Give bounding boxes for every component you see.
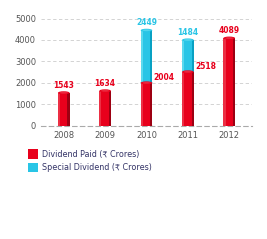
Bar <box>192 40 194 72</box>
Ellipse shape <box>58 125 69 127</box>
Ellipse shape <box>184 39 192 41</box>
Bar <box>223 38 235 126</box>
Ellipse shape <box>223 125 235 127</box>
Text: 1484: 1484 <box>177 28 198 37</box>
Bar <box>109 91 111 126</box>
Bar <box>233 38 235 126</box>
Text: 2004: 2004 <box>154 73 175 82</box>
Ellipse shape <box>182 125 194 127</box>
Ellipse shape <box>182 70 194 73</box>
Legend: Dividend Paid (₹ Crores), Special Dividend (₹ Crores): Dividend Paid (₹ Crores), Special Divide… <box>28 149 152 172</box>
Text: 4089: 4089 <box>219 26 240 35</box>
Bar <box>99 91 101 126</box>
Bar <box>150 30 152 83</box>
Bar <box>192 72 194 126</box>
Bar <box>182 40 184 72</box>
Bar <box>99 91 111 126</box>
Ellipse shape <box>99 89 111 92</box>
Ellipse shape <box>99 125 111 127</box>
Text: 2518: 2518 <box>195 62 216 71</box>
Ellipse shape <box>60 92 68 94</box>
Bar <box>141 30 152 83</box>
Bar <box>182 40 194 72</box>
Ellipse shape <box>142 82 151 84</box>
Ellipse shape <box>58 91 69 94</box>
Ellipse shape <box>223 37 235 40</box>
Ellipse shape <box>141 81 152 84</box>
Ellipse shape <box>142 29 151 31</box>
Text: 1543: 1543 <box>53 81 74 90</box>
Ellipse shape <box>225 37 233 39</box>
Ellipse shape <box>141 29 152 32</box>
Bar <box>141 30 143 83</box>
Ellipse shape <box>182 38 194 41</box>
Ellipse shape <box>141 125 152 127</box>
Bar <box>150 83 152 126</box>
Ellipse shape <box>184 71 192 73</box>
Bar <box>141 83 152 126</box>
Bar <box>182 72 184 126</box>
Text: 1634: 1634 <box>95 79 116 88</box>
Bar <box>141 83 143 126</box>
Bar <box>58 93 69 126</box>
Bar <box>68 93 69 126</box>
Ellipse shape <box>182 70 194 73</box>
Bar <box>182 72 194 126</box>
Bar <box>223 38 226 126</box>
Ellipse shape <box>141 81 152 84</box>
Bar <box>58 93 60 126</box>
Text: 2449: 2449 <box>136 18 157 27</box>
Ellipse shape <box>101 90 109 92</box>
